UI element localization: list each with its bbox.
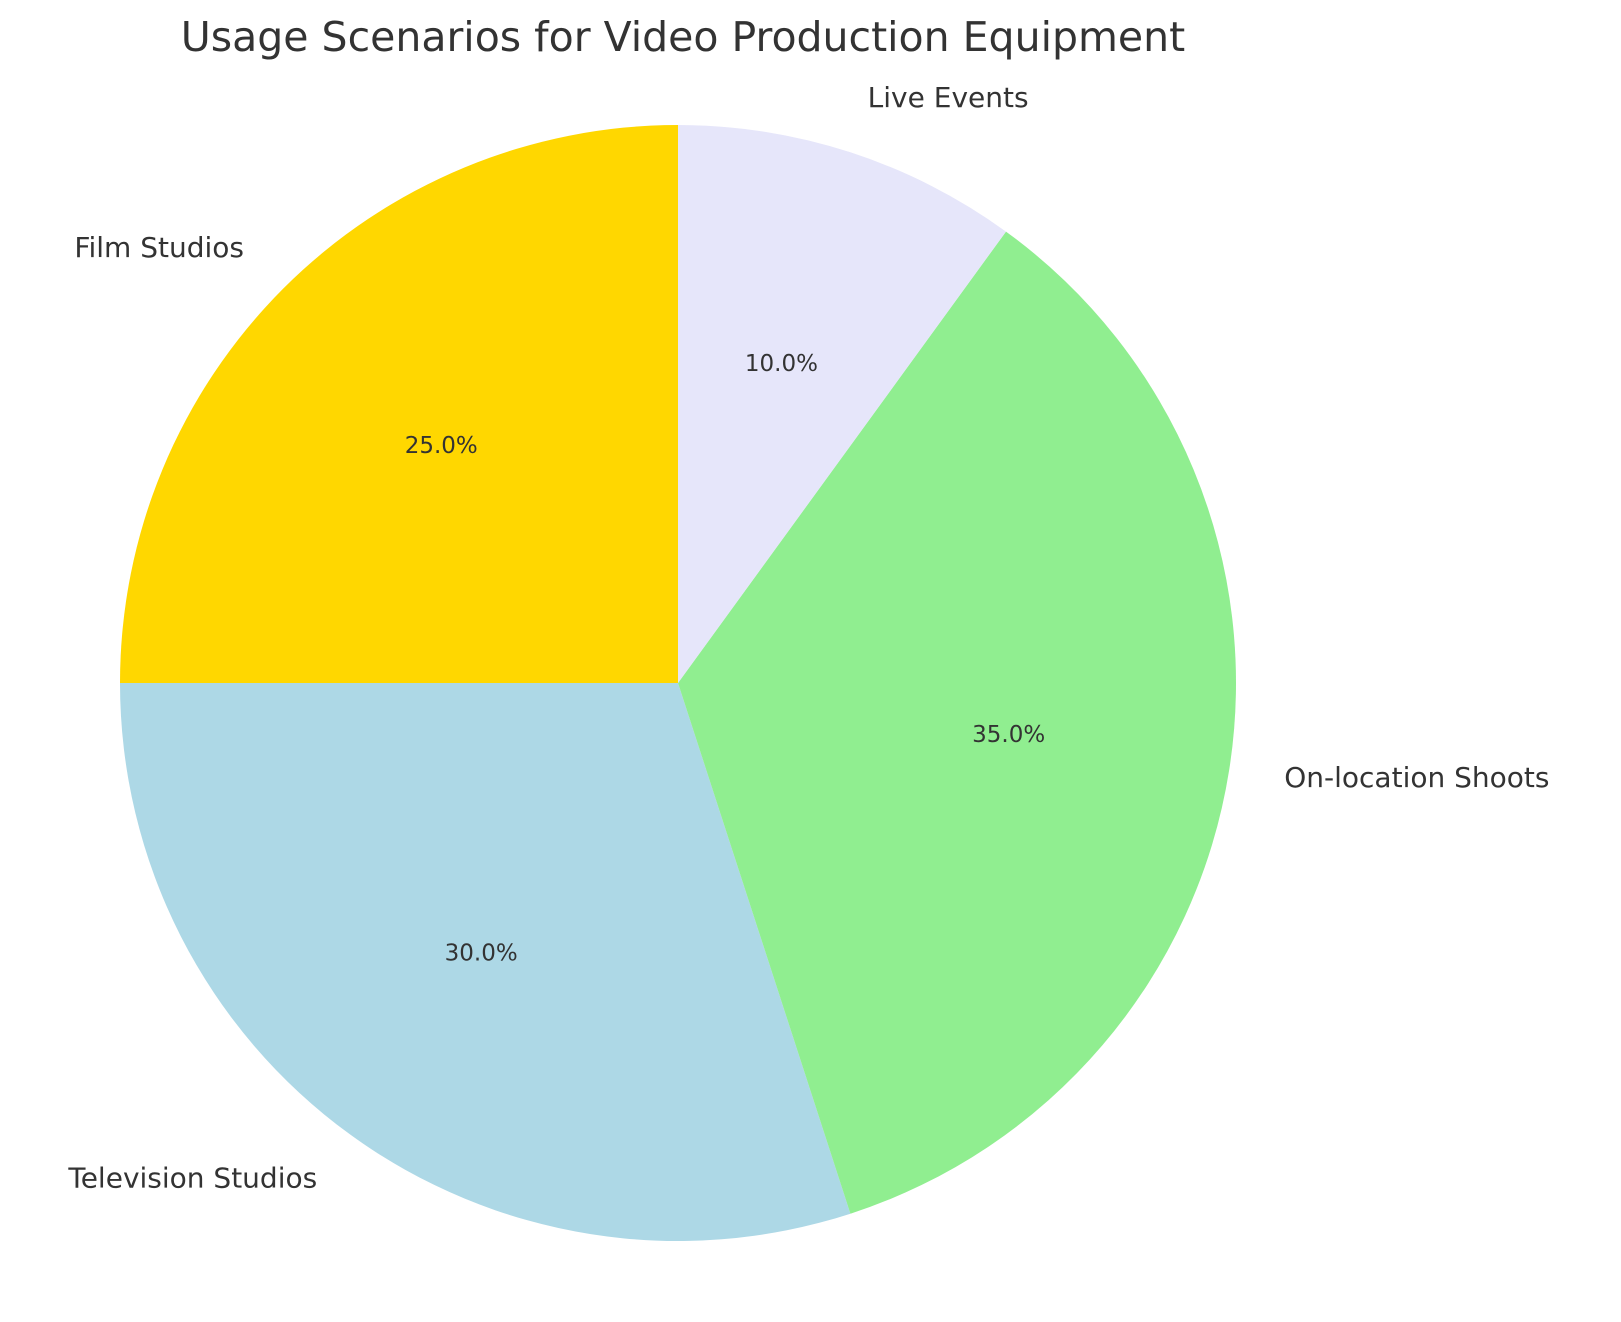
value-label: 10.0%: [745, 351, 818, 377]
value-label: 35.0%: [972, 722, 1045, 748]
slice-label: Live Events: [868, 81, 1029, 114]
pie-slice: [120, 125, 678, 683]
value-label: 30.0%: [445, 940, 518, 966]
pie-slice: [120, 683, 851, 1242]
pie-slice: [678, 231, 1237, 1214]
chart-title: Usage Scenarios for Video Production Equ…: [181, 13, 1185, 61]
pie-slice: [678, 125, 1006, 683]
slice-label: Television Studios: [67, 1162, 317, 1195]
slice-label: Film Studios: [74, 231, 244, 264]
value-label: 25.0%: [405, 433, 478, 459]
slice-label: On-location Shoots: [1284, 761, 1549, 794]
